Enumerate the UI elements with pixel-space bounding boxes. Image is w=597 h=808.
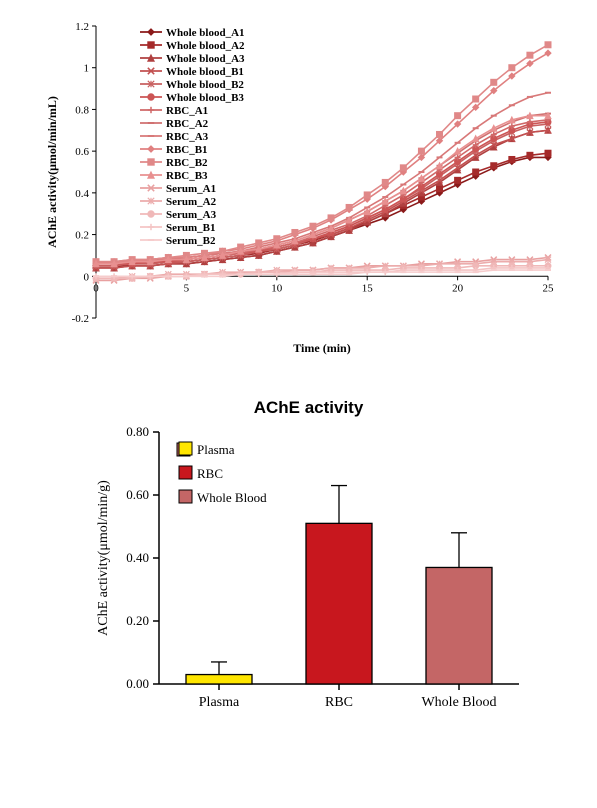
bar <box>306 523 372 684</box>
legend-item: Whole blood_B2 <box>166 79 244 91</box>
bar-chart-ytick: 0.80 <box>126 424 149 439</box>
legend-item: Serum_A3 <box>166 209 217 221</box>
legend-swatch <box>179 490 192 503</box>
bar-chart-category: Plasma <box>198 695 239 710</box>
legend-label: RBC <box>197 466 223 481</box>
bar-chart-ytick: 0.20 <box>126 613 149 628</box>
bar-chart-category: Whole Blood <box>421 695 496 710</box>
legend-item: RBC_B1 <box>166 144 208 156</box>
line-chart-ytick: 1.2 <box>75 21 89 33</box>
series-line <box>96 153 548 266</box>
legend-swatch <box>179 442 192 455</box>
legend-item: Whole blood_B3 <box>166 92 244 104</box>
legend-item: Serum_B1 <box>166 222 216 234</box>
legend-item: Whole blood_A1 <box>166 27 245 39</box>
series-line <box>96 122 548 264</box>
line-chart-panel: -0.2 0 0.2 0.4 0.6 0.8 1 1.2 0 5 10 15 20 25 Time (min… <box>10 18 587 358</box>
line-chart-xtick: 5 <box>184 282 190 294</box>
line-chart-xlabel: Time (min) <box>293 341 350 355</box>
line-chart-xtick: 10 <box>271 282 283 294</box>
series-line <box>96 130 548 268</box>
legend-item: RBC_B2 <box>166 157 208 169</box>
line-chart-xtick: 25 <box>543 282 555 294</box>
line-chart-ytick: 0.8 <box>75 104 89 116</box>
legend-item: Whole blood_B1 <box>166 66 244 78</box>
legend-label: Plasma <box>197 442 235 457</box>
line-chart-ytick: -0.2 <box>72 313 89 325</box>
bar-chart-legend: Plasma RBC Whole Blood <box>179 442 267 505</box>
series-line <box>96 120 548 264</box>
bar-chart: 0.00 0.20 0.40 0.60 0.80 Plasma RBC Whole Blood… <box>89 418 529 718</box>
bar-chart-ytick: 0.00 <box>126 676 149 691</box>
bar <box>426 567 492 684</box>
line-chart-ylabel: AChE activity(μmol/min/mL) <box>45 96 59 248</box>
series-line <box>96 130 548 268</box>
line-chart-ytick: 0.6 <box>75 146 89 158</box>
series-line <box>96 157 548 265</box>
bar-chart-ylabel: AChE activity(μmol/min/g) <box>96 480 111 636</box>
legend-item: Serum_B2 <box>166 235 216 247</box>
bar-chart-ytick: 0.60 <box>126 487 149 502</box>
line-chart-xtick: 0 <box>93 282 99 294</box>
legend-item: RBC_A3 <box>166 131 209 143</box>
legend-item: Serum_A2 <box>166 196 217 208</box>
legend-item: RBC_A1 <box>166 105 208 117</box>
line-chart-ytick: 0.4 <box>75 188 89 200</box>
bar-chart-title: AChE activity <box>70 398 547 418</box>
legend-item: RBC_A2 <box>166 118 209 130</box>
line-chart-ytick: 0.2 <box>75 230 89 242</box>
legend-item: Serum_A1 <box>166 183 216 195</box>
line-chart-ytick: 1 <box>84 63 90 75</box>
line-chart-xtick: 15 <box>362 282 374 294</box>
line-chart-xtick: 20 <box>452 282 464 294</box>
legend-item: Whole blood_A3 <box>166 53 245 65</box>
bar-chart-category: RBC <box>324 695 352 710</box>
bar-chart-panel: AChE activity 0.00 0.20 0.40 0.60 0.80 Plasma… <box>10 398 587 718</box>
line-chart: -0.2 0 0.2 0.4 0.6 0.8 1 1.2 0 5 10 15 20 25 Time (min… <box>40 18 560 358</box>
line-chart-ytick: 0 <box>84 271 90 283</box>
legend-item: RBC_B3 <box>166 170 208 182</box>
bar-chart-ytick: 0.40 <box>126 550 149 565</box>
series-line <box>96 124 548 266</box>
bar <box>186 675 252 684</box>
legend-label: Whole Blood <box>197 490 267 505</box>
legend-item: Whole blood_A2 <box>166 40 245 52</box>
legend-swatch <box>179 466 192 479</box>
